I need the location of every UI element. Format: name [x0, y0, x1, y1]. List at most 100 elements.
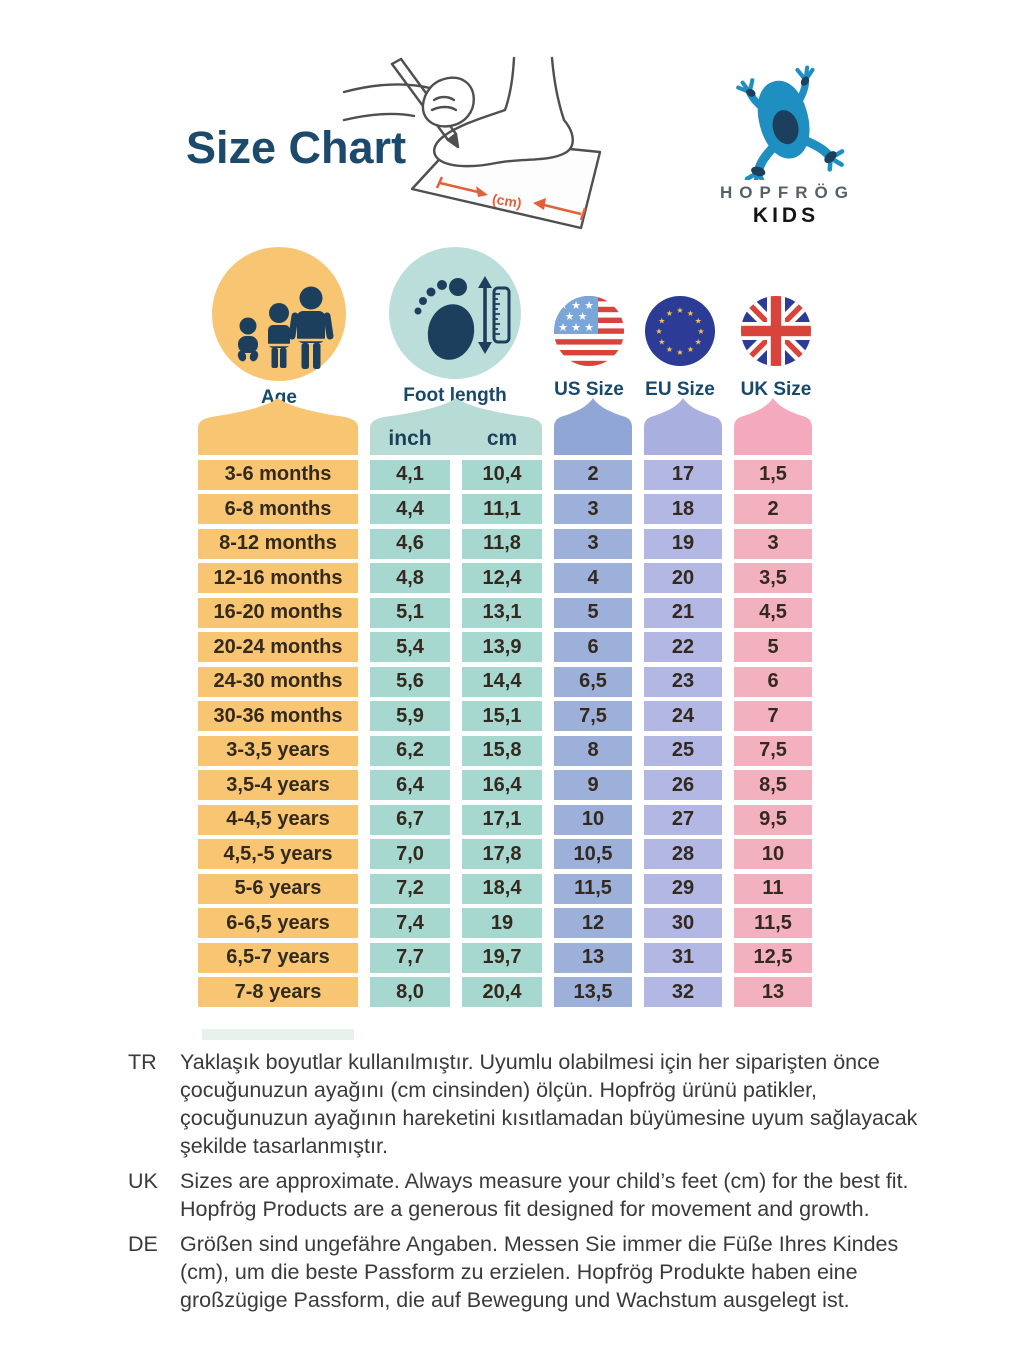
cell-eu: 32 — [644, 977, 722, 1007]
svg-text:★: ★ — [687, 345, 694, 354]
cell-inch: 5,4 — [370, 632, 450, 662]
cell-cm: 11,8 — [462, 528, 542, 559]
svg-text:★: ★ — [571, 299, 581, 312]
cell-us: 2 — [554, 459, 632, 490]
cell-eu: 20 — [644, 563, 722, 593]
cell-cm: 15,8 — [462, 735, 542, 766]
cell-inch: 4,1 — [370, 459, 450, 490]
cell-eu: 30 — [644, 908, 722, 938]
cell-cm: 14,4 — [462, 666, 542, 697]
cell-eu: 19 — [644, 528, 722, 559]
foot-length-column-label: Foot length — [403, 385, 507, 406]
cell-age: 30-36 months — [198, 701, 358, 731]
cell-eu: 31 — [644, 942, 722, 973]
note-de: DE Größen sind ungefähre Angaben. Messen… — [128, 1230, 928, 1314]
cell-us: 7,5 — [554, 701, 632, 731]
cell-inch: 5,6 — [370, 666, 450, 697]
cell-uk: 9,5 — [734, 804, 812, 835]
cell-eu: 29 — [644, 873, 722, 904]
note-text: Yaklaşık boyutlar kullanılmıştır. Uyumlu… — [180, 1050, 918, 1158]
cell-cm: 17,1 — [462, 804, 542, 835]
uk-size-column-header — [734, 398, 812, 455]
foot-measuring-illustration: (cm) — [342, 56, 602, 230]
svg-text:★: ★ — [584, 299, 594, 312]
cell-inch: 7,2 — [370, 873, 450, 904]
brand-sub-name: KIDS — [752, 204, 820, 227]
us-size-column-header — [554, 398, 632, 455]
svg-text:★: ★ — [558, 299, 568, 312]
cell-inch: 8,0 — [370, 977, 450, 1007]
cell-us: 6 — [554, 632, 632, 662]
note-text: Größen sind ungefähre Angaben. Messen Si… — [180, 1232, 899, 1312]
cell-cm: 10,4 — [462, 459, 542, 490]
cell-age: 6-8 months — [198, 494, 358, 524]
inch-subheader: inch — [388, 427, 432, 450]
cell-uk: 10 — [734, 839, 812, 869]
table-shadow-artifact — [202, 1029, 354, 1040]
foot-outline — [433, 108, 574, 168]
svg-text:★: ★ — [666, 345, 673, 354]
cell-uk: 7,5 — [734, 735, 812, 766]
cell-inch: 4,4 — [370, 494, 450, 524]
cell-us: 10,5 — [554, 839, 632, 869]
cell-inch: 6,7 — [370, 804, 450, 835]
age-column-badge: Age — [210, 246, 348, 409]
cell-uk: 13 — [734, 977, 812, 1007]
svg-text:★: ★ — [565, 310, 575, 323]
cell-inch: 7,4 — [370, 908, 450, 938]
cell-cm: 11,1 — [462, 494, 542, 524]
cell-uk: 11,5 — [734, 908, 812, 938]
measure-arrow: (cm) — [435, 176, 587, 221]
eu-flag-icon: ★ ★ ★ ★ ★ ★ ★ ★ ★ ★ ★ ★ — [645, 296, 715, 366]
eu-size-column-header — [644, 398, 722, 455]
cell-eu: 17 — [644, 459, 722, 490]
svg-text:★: ★ — [658, 317, 665, 326]
svg-text:★: ★ — [571, 321, 581, 334]
cell-uk: 12,5 — [734, 942, 812, 973]
cell-age: 20-24 months — [198, 632, 358, 662]
svg-text:★: ★ — [695, 338, 702, 347]
cell-us: 10 — [554, 804, 632, 835]
cell-age: 16-20 months — [198, 597, 358, 628]
cell-cm: 16,4 — [462, 770, 542, 800]
cell-uk: 11 — [734, 873, 812, 904]
age-column-header — [198, 398, 358, 455]
cell-uk: 3 — [734, 528, 812, 559]
cell-us: 9 — [554, 770, 632, 800]
svg-text:★: ★ — [676, 348, 683, 357]
svg-text:★: ★ — [558, 321, 568, 334]
us-flag-icon: ★ ★ ★ ★ ★ ★ ★ ★ — [554, 296, 624, 366]
svg-text:★: ★ — [584, 321, 594, 334]
cell-uk: 8,5 — [734, 770, 812, 800]
cell-us: 3 — [554, 528, 632, 559]
cell-inch: 5,1 — [370, 597, 450, 628]
svg-text:★: ★ — [697, 327, 704, 336]
cell-cm: 19,7 — [462, 942, 542, 973]
cell-inch: 7,0 — [370, 839, 450, 869]
note-text: Sizes are approximate. Always measure yo… — [180, 1169, 909, 1221]
cell-eu: 24 — [644, 701, 722, 731]
svg-text:★: ★ — [655, 327, 662, 336]
cell-uk: 5 — [734, 632, 812, 662]
cell-eu: 25 — [644, 735, 722, 766]
cell-inch: 6,4 — [370, 770, 450, 800]
cell-age: 4-4,5 years — [198, 804, 358, 835]
cell-uk: 2 — [734, 494, 812, 524]
cell-eu: 21 — [644, 597, 722, 628]
pencil-icon — [446, 132, 460, 149]
cell-cm: 20,4 — [462, 977, 542, 1007]
cell-eu: 23 — [644, 666, 722, 697]
uk-size-column-label: UK Size — [740, 379, 812, 400]
hand-icon — [421, 76, 475, 128]
cell-inch: 6,2 — [370, 735, 450, 766]
note-lang-label: TR — [128, 1050, 157, 1074]
frog-logo-icon — [736, 65, 845, 180]
brand-logo: HOPFRÖG KIDS — [686, 62, 882, 228]
cell-age: 24-30 months — [198, 666, 358, 697]
cell-eu: 18 — [644, 494, 722, 524]
cell-cm: 13,9 — [462, 632, 542, 662]
cell-eu: 22 — [644, 632, 722, 662]
eu-size-column-badge: ★ ★ ★ ★ ★ ★ ★ ★ ★ ★ ★ ★ EU Size — [644, 296, 716, 401]
svg-text:★: ★ — [695, 317, 702, 326]
